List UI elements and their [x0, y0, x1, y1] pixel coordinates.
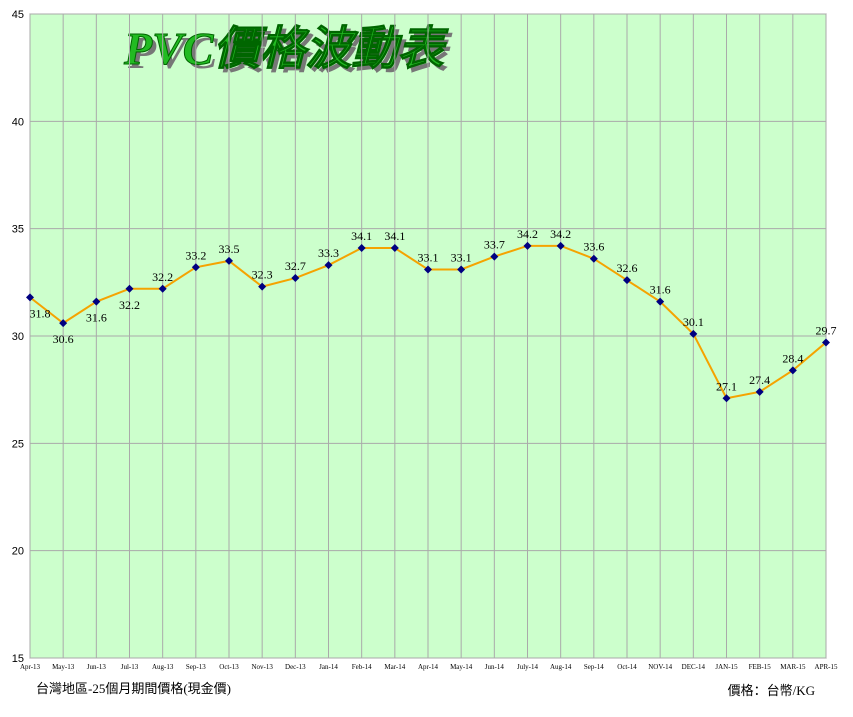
marker [390, 243, 399, 252]
x-tick-label: Aug-13 [152, 663, 174, 671]
marker [623, 276, 631, 285]
x-tick-label: Mar-14 [384, 663, 405, 671]
marker [26, 293, 34, 302]
x-tick-label: May-14 [450, 663, 473, 671]
data-label: 27.1 [716, 379, 737, 393]
marker [291, 274, 300, 283]
x-tick-label: DEC-14 [682, 663, 706, 671]
marker [158, 284, 167, 293]
x-tick-label: Oct-13 [219, 663, 239, 671]
marker [822, 338, 830, 347]
marker [225, 256, 233, 265]
marker [556, 241, 565, 250]
marker [457, 265, 466, 274]
x-tick-label: Dec-13 [285, 663, 306, 671]
marker [689, 329, 698, 338]
x-tick-label: Jun-14 [485, 663, 505, 671]
x-tick-label: Jun-13 [87, 663, 107, 671]
data-label: 33.3 [318, 246, 339, 260]
data-label: 32.2 [152, 270, 173, 284]
x-tick-label: NOV-14 [648, 663, 672, 671]
x-tick-label: MAR-15 [780, 663, 806, 671]
data-label: 31.8 [30, 306, 51, 320]
data-label: 32.6 [617, 261, 638, 275]
data-label: 33.7 [484, 238, 505, 252]
data-label: 30.6 [53, 332, 74, 346]
data-label: 31.6 [650, 283, 671, 297]
x-tick-label: Apr-13 [20, 663, 41, 671]
data-label: 33.6 [583, 240, 604, 254]
y-tick-label: 30 [12, 331, 24, 343]
marker [191, 263, 200, 272]
y-tick-label: 45 [12, 9, 24, 21]
chart-title-shadow: PVC價格波動表 [127, 27, 453, 78]
x-tick-label: FEB-15 [749, 663, 772, 671]
x-tick-label: Jul-13 [121, 663, 139, 671]
data-label: 32.2 [119, 298, 140, 312]
x-tick-label: Nov-13 [251, 663, 273, 671]
x-tick-label: Apr-14 [418, 663, 439, 671]
data-label: 31.6 [86, 311, 107, 325]
chart-title: PVC價格波動表 [123, 23, 449, 74]
marker [258, 282, 267, 291]
data-label: 33.1 [418, 250, 439, 264]
data-label: 34.2 [550, 227, 571, 241]
y-tick-label: 40 [12, 116, 24, 128]
y-tick-label: 35 [12, 224, 24, 236]
marker [656, 297, 665, 306]
marker [755, 387, 764, 396]
data-label: 27.4 [749, 373, 770, 387]
x-tick-label: May-13 [52, 663, 75, 671]
x-tick-label: Feb-14 [352, 663, 372, 671]
unit-note: 價格：台幣/KG [728, 683, 815, 698]
marker [523, 241, 532, 250]
marker [788, 366, 797, 375]
x-tick-label: Aug-14 [550, 663, 572, 671]
data-label: 32.7 [285, 259, 306, 273]
marker [357, 243, 366, 252]
x-tick-label: Sep-13 [186, 663, 206, 671]
x-tick-label: July-14 [517, 663, 539, 671]
x-tick-label: JAN-15 [715, 663, 738, 671]
data-label: 29.7 [816, 323, 837, 337]
data-label: 33.5 [219, 242, 240, 256]
x-tick-label: Oct-14 [617, 663, 637, 671]
x-tick-label: APR-15 [815, 663, 838, 671]
y-tick-label: 20 [12, 546, 24, 558]
marker [59, 319, 68, 328]
data-label: 33.1 [451, 250, 472, 264]
footnote: 台灣地區-25個月期間價格(現金價) [36, 681, 231, 696]
x-tick-label: Jan-14 [319, 663, 338, 671]
data-label: 33.2 [185, 248, 206, 262]
x-tick-label: Sep-14 [584, 663, 604, 671]
y-tick-label: 15 [12, 653, 24, 665]
data-label: 34.2 [517, 227, 538, 241]
y-tick-label: 25 [12, 438, 24, 450]
data-label: 34.1 [384, 229, 405, 243]
marker [92, 297, 101, 306]
marker [424, 265, 432, 274]
marker [490, 252, 499, 261]
data-label: 32.3 [252, 268, 273, 282]
marker [125, 284, 134, 293]
data-label: 30.1 [683, 315, 704, 329]
marker [589, 254, 598, 263]
data-label: 34.1 [351, 229, 372, 243]
marker [722, 394, 731, 403]
marker [324, 261, 333, 270]
data-label: 28.4 [782, 351, 803, 365]
